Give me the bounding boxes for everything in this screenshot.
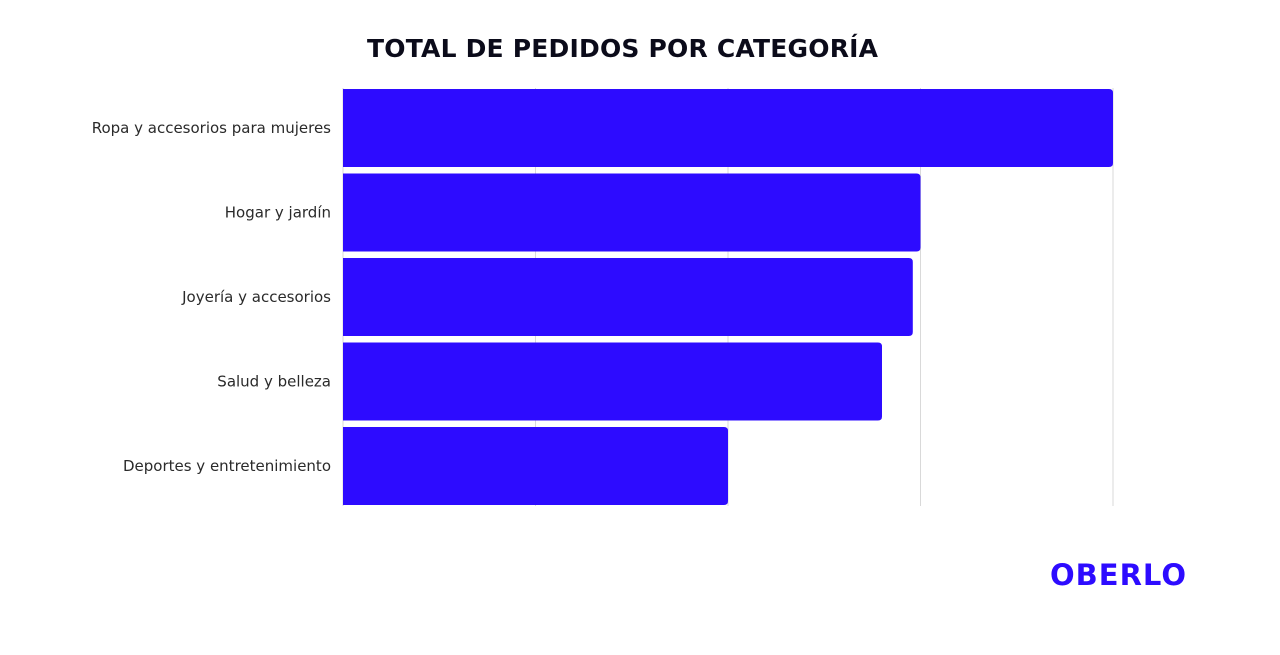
bar-4: [343, 427, 728, 505]
chart-title: TOTAL DE PEDIDOS POR CATEGORÍA: [367, 34, 879, 63]
oberlo-logo: OBERLO: [1050, 558, 1187, 592]
bar-3: [343, 342, 882, 421]
bar-1: [343, 173, 921, 252]
category-label-3: Salud y belleza: [217, 373, 331, 391]
category-labels: Ropa y accesorios para mujeres Hogar y ja…: [92, 119, 331, 475]
category-label-4: Deportes y entretenimiento: [123, 457, 331, 475]
category-label-0: Ropa y accesorios para mujeres: [92, 119, 331, 137]
category-label-1: Hogar y jardín: [225, 204, 331, 222]
bar-2: [343, 258, 913, 336]
bars: [343, 89, 1113, 505]
bar-0: [343, 89, 1113, 167]
category-label-2: Joyería y accesorios: [181, 288, 331, 306]
